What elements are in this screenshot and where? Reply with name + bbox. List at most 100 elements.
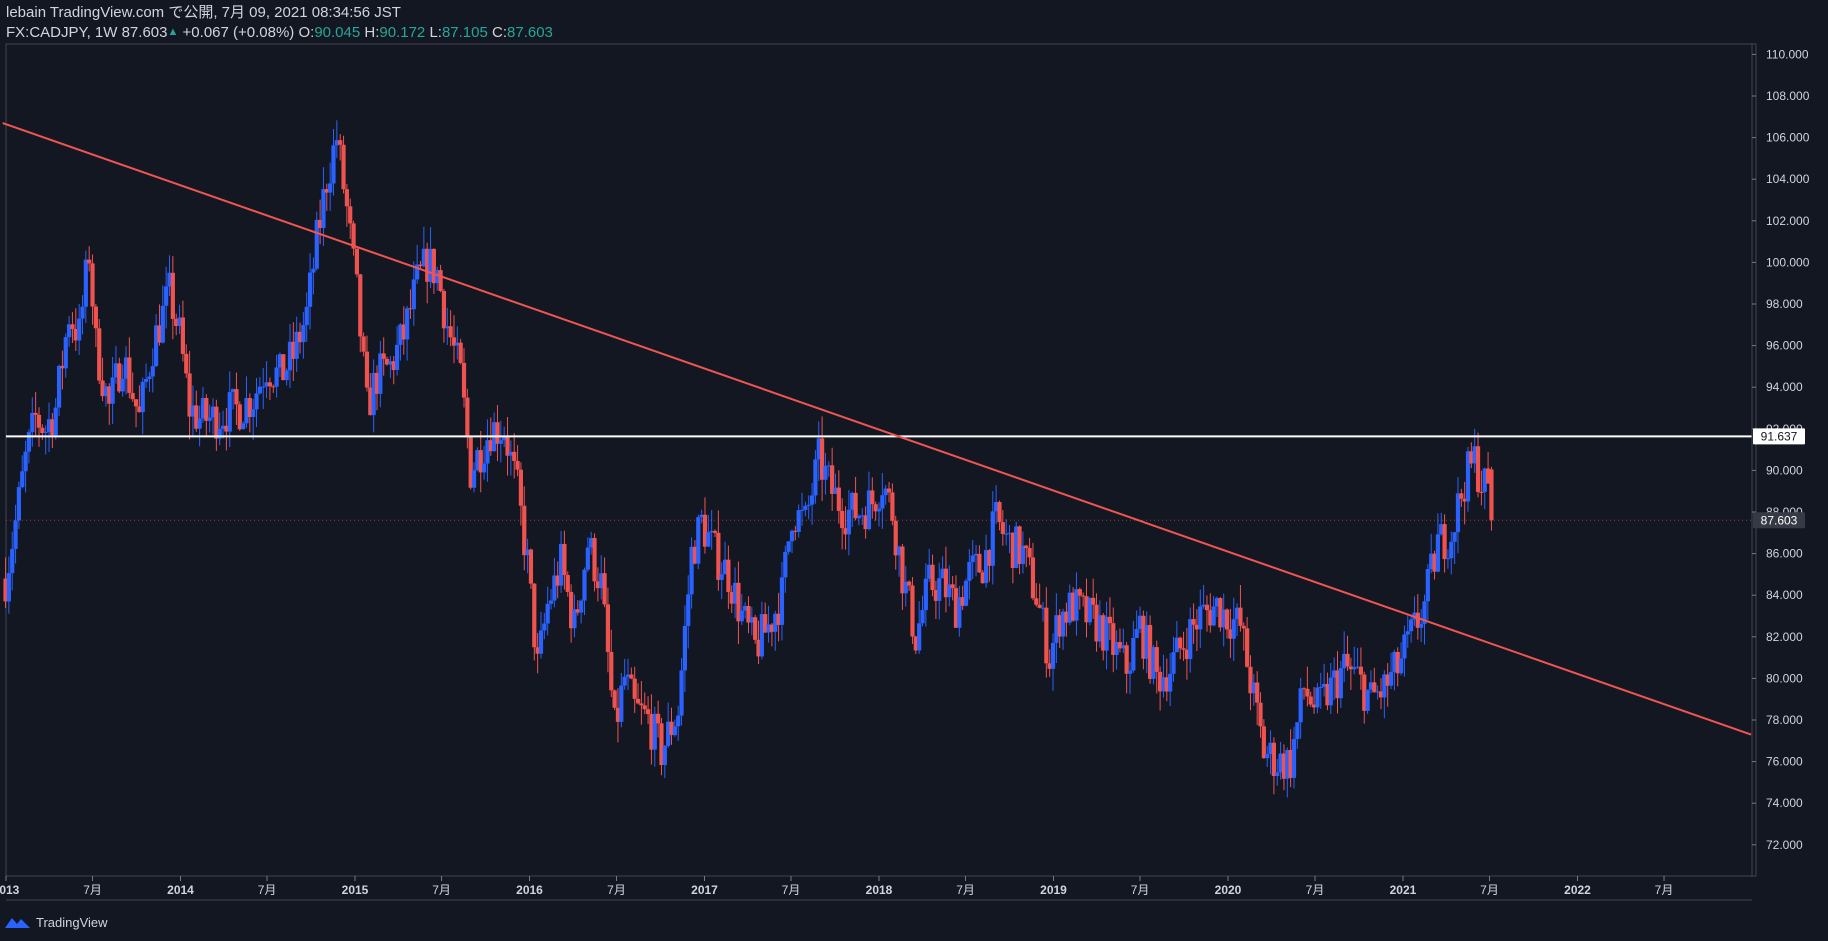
hline-price-tag	[1753, 428, 1805, 445]
candle-body	[743, 605, 748, 611]
candle-body	[860, 515, 865, 517]
candle-body	[1409, 619, 1414, 632]
candle-body	[803, 505, 808, 510]
candle-body	[1385, 674, 1390, 686]
candle-body	[1101, 615, 1106, 651]
candle-body	[67, 324, 72, 338]
candle-body	[187, 373, 192, 417]
trend-line[interactable]	[2, 122, 1752, 736]
candle-body	[103, 386, 109, 397]
open-label: O:	[298, 24, 315, 41]
candle-body	[1265, 754, 1270, 759]
candle-body	[1040, 607, 1046, 609]
candle-body	[1332, 670, 1337, 678]
price-tick-label: 86.000	[1766, 547, 1803, 561]
candle-body	[1111, 623, 1116, 655]
candle-body	[1097, 615, 1102, 642]
time-tick-label: 7月	[1306, 883, 1325, 897]
candle-body	[1034, 598, 1039, 605]
candle-body	[1472, 446, 1477, 464]
candle-body	[441, 291, 447, 329]
candle-body	[769, 624, 775, 632]
candle-body	[1060, 611, 1066, 637]
candle-body	[602, 573, 607, 605]
candle-body	[174, 318, 179, 326]
candle-body	[13, 520, 18, 549]
candle-body	[512, 451, 517, 461]
candle-body	[361, 336, 366, 352]
candle-body	[679, 670, 684, 716]
candle-body	[997, 502, 1002, 523]
candle-body	[147, 376, 152, 380]
candle-body	[1198, 606, 1203, 630]
candle-body	[264, 382, 269, 387]
candle-body	[836, 487, 841, 511]
candle-body	[502, 437, 507, 441]
open-value: 90.045	[314, 24, 361, 41]
candle-body	[1255, 682, 1260, 703]
candle-body	[963, 580, 969, 606]
time-axis[interactable]: 2013 7月 2014 7月 2015 7月 2016 7月 2017 7月 2018 7月 2019…	[0, 875, 1752, 901]
footer-brand[interactable]: TradingView	[4, 912, 108, 932]
candle-body	[1248, 666, 1253, 694]
candle-body	[1057, 615, 1062, 637]
candle-body	[1469, 451, 1474, 464]
candle-body	[522, 505, 527, 556]
time-tick-label: 2020	[1215, 883, 1242, 897]
candle-body	[599, 573, 604, 589]
candle-body	[1368, 682, 1374, 690]
candle-body	[63, 337, 68, 369]
candle-body	[712, 530, 718, 533]
candle-body	[1348, 666, 1353, 670]
candle-body	[167, 272, 172, 287]
price-tick-label: 104.000	[1766, 172, 1810, 186]
candle-body	[30, 412, 35, 433]
candle-body	[154, 325, 159, 367]
candle-body	[371, 372, 376, 416]
candle-body	[80, 306, 85, 319]
candle-body	[133, 399, 139, 407]
candle-body	[304, 306, 309, 326]
candle-body	[736, 582, 741, 622]
change-text: +0.067 (+0.08%)	[182, 24, 295, 41]
candle-body	[639, 703, 644, 706]
candle-body	[217, 428, 222, 439]
candle-body	[1037, 604, 1042, 608]
candle-body	[622, 676, 627, 686]
candle-body	[1127, 670, 1133, 674]
candle-body	[1224, 609, 1230, 630]
candle-body	[150, 366, 155, 377]
candle-body	[930, 564, 935, 591]
candle-body	[87, 259, 92, 264]
candle-body	[197, 418, 202, 429]
candle-body	[726, 559, 731, 593]
candle-body	[1064, 611, 1069, 623]
time-tick-label: 7月	[1131, 883, 1150, 897]
candle-body	[1171, 652, 1176, 674]
publish-line: lebain TradingView.com で公開, 7月 09, 2021 …	[6, 4, 401, 21]
candle-body	[40, 427, 45, 434]
price-tick-label: 94.000	[1766, 380, 1803, 394]
candle-body	[164, 286, 169, 306]
candle-body	[294, 331, 299, 359]
time-tick-label: 2013	[0, 883, 20, 897]
hline-price-label: 91.637	[1761, 429, 1798, 443]
candle-body	[297, 331, 303, 343]
candle-body	[947, 584, 952, 598]
candle-body	[1298, 688, 1303, 723]
candle-body	[987, 550, 992, 566]
candle-body	[937, 578, 942, 601]
candle-body	[820, 438, 825, 480]
candle-body	[1211, 606, 1216, 626]
candle-body	[1301, 688, 1307, 690]
plot-frame	[5, 43, 1757, 877]
candle-body	[1234, 607, 1240, 620]
candle-body	[940, 568, 945, 579]
candle-body	[823, 465, 828, 480]
candle-body	[706, 532, 711, 547]
price-tick-label: 74.000	[1766, 796, 1803, 810]
candle-body	[528, 549, 534, 584]
price-axis[interactable]: 72.000 74.000 76.000 78.000 80.000 82.000 84.0…	[1751, 44, 1810, 876]
candle-body	[532, 583, 537, 648]
